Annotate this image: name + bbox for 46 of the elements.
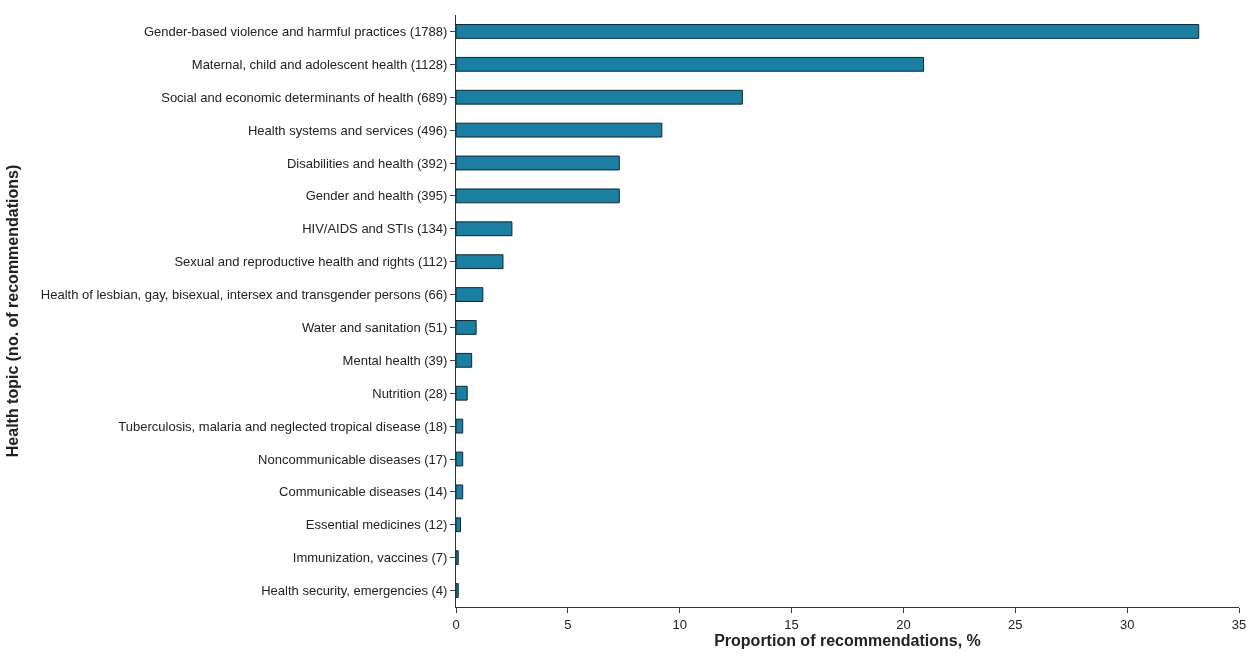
y-tick-label: Noncommunicable diseases (17) bbox=[258, 451, 448, 467]
bar bbox=[456, 451, 464, 467]
y-tick-label: Essential medicines (12) bbox=[305, 517, 448, 533]
bar bbox=[456, 155, 620, 171]
x-axis-title: Proportion of recommendations, % bbox=[714, 632, 981, 650]
bar bbox=[456, 221, 513, 237]
y-tick-label: Gender and health (395) bbox=[305, 188, 448, 204]
bar bbox=[456, 484, 464, 500]
y-axis-title: Health topic (no. of recommendations) bbox=[3, 164, 21, 458]
bar bbox=[456, 56, 925, 72]
y-tick-label: Maternal, child and adolescent health (1128) bbox=[191, 56, 448, 72]
y-tick-label: Nutrition (28) bbox=[372, 385, 448, 401]
y-tick-label: Immunization, vaccines (7) bbox=[292, 550, 448, 566]
y-tick-label: Social and economic determinants of health (689) bbox=[161, 89, 448, 105]
x-tick-label: 35 bbox=[1231, 616, 1247, 632]
bar bbox=[456, 385, 468, 401]
x-tick-label: 10 bbox=[672, 616, 687, 632]
bar bbox=[456, 188, 620, 204]
x-tick-label: 0 bbox=[452, 616, 460, 632]
x-tick-label: 25 bbox=[1008, 616, 1023, 632]
y-tick-label: Health systems and services (496) bbox=[247, 122, 448, 138]
bar bbox=[456, 122, 663, 138]
y-tick-label: Health of lesbian, gay, bisexual, intersex and transgender persons (66) bbox=[40, 287, 448, 303]
bar bbox=[456, 517, 461, 533]
y-tick-label: Gender-based violence and harmful practices (1788) bbox=[143, 23, 448, 39]
y-tick-label: Health security, emergencies (4) bbox=[261, 583, 448, 599]
x-tick-label: 20 bbox=[896, 616, 911, 632]
y-tick-label: Sexual and reproductive health and rights (112) bbox=[174, 254, 448, 270]
bar bbox=[456, 583, 459, 598]
bar bbox=[456, 254, 504, 270]
bar bbox=[456, 352, 473, 368]
y-tick-label: HIV/AIDS and STIs (134) bbox=[302, 221, 448, 237]
bar bbox=[456, 287, 484, 302]
y-tick-label: Disabilities and health (392) bbox=[286, 155, 448, 171]
bar bbox=[456, 418, 464, 434]
x-tick-label: 15 bbox=[784, 616, 799, 632]
y-tick-label: Mental health (39) bbox=[342, 352, 448, 368]
y-tick-label: Tuberculosis, malaria and neglected tropical disease (18) bbox=[118, 418, 448, 434]
x-tick-label: 5 bbox=[564, 616, 572, 632]
x-tick-label: 30 bbox=[1119, 616, 1135, 632]
bar bbox=[456, 24, 1200, 39]
bar bbox=[456, 320, 477, 335]
y-tick-label: Water and sanitation (51) bbox=[301, 319, 448, 335]
bar bbox=[456, 550, 459, 566]
y-tick-label: Communicable diseases (14) bbox=[279, 484, 448, 500]
bar bbox=[456, 89, 743, 105]
